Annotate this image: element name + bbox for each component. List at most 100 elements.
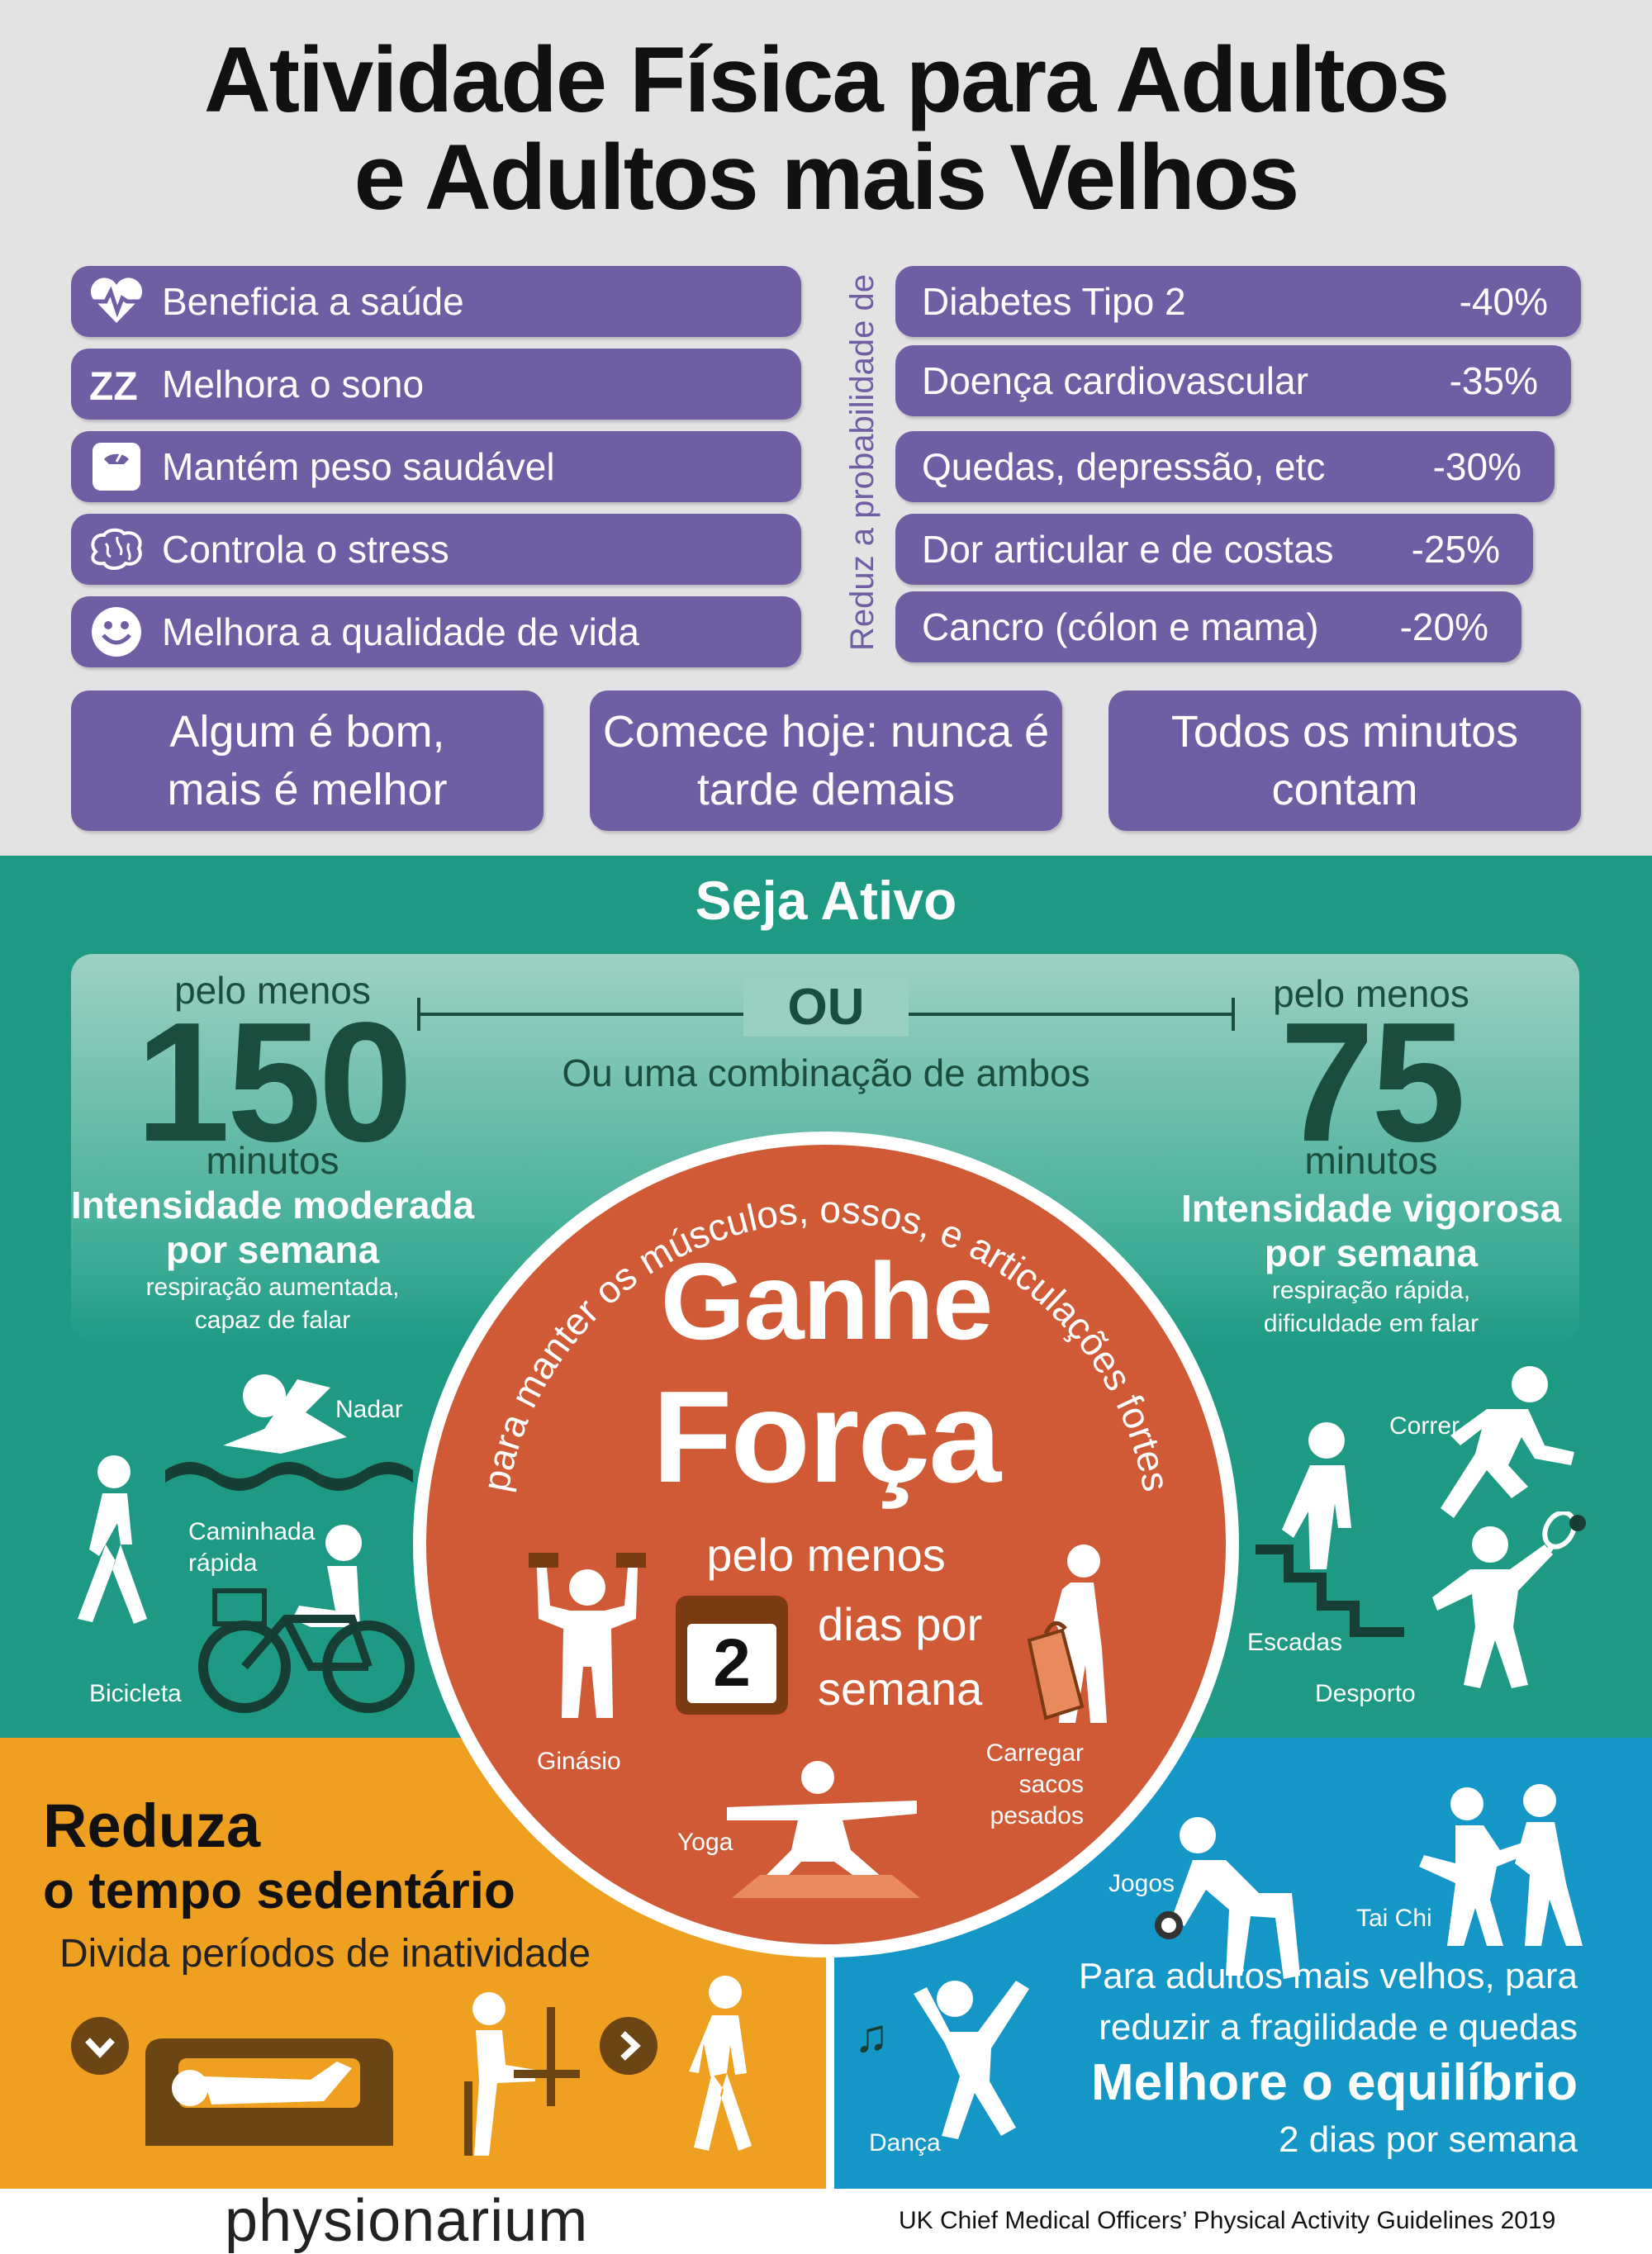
risk-label: Quedas, depressão, etc xyxy=(922,445,1326,488)
couch-lying-icon xyxy=(145,2038,393,2146)
strength-days-line-1: dias por xyxy=(818,1598,983,1650)
title-line-1: Atividade Física para Adultos xyxy=(203,28,1450,131)
moderate-per-week: por semana xyxy=(165,1228,380,1271)
brisk-walk-label: Caminhada rápida xyxy=(188,1516,315,1579)
message-line: tarde demais xyxy=(696,765,956,814)
risk-label: Doença cardiovascular xyxy=(922,359,1308,402)
risk-value: -35% xyxy=(1449,359,1538,402)
sedentary-title-2: o tempo sedentário xyxy=(43,1863,515,1919)
bicycle-icon xyxy=(198,1525,415,1713)
strength-at-least: pelo menos xyxy=(706,1529,946,1581)
brisk-walk-line-2: rápida xyxy=(188,1549,258,1577)
risk-value: -25% xyxy=(1411,528,1500,571)
benefit-item: Mantém peso saudável xyxy=(71,431,801,502)
vigorous-desc-2: dificuldade em falar xyxy=(1263,1310,1479,1337)
risk-item: Diabetes Tipo 2 -40% xyxy=(895,266,1581,337)
risk-value: -30% xyxy=(1432,445,1521,488)
vigorous-at-least: pelo menos xyxy=(1273,972,1469,1015)
benefit-item: Melhora a qualidade de vida xyxy=(71,596,801,667)
risk-item: Dor articular e de costas -25% xyxy=(895,514,1533,585)
strength-days-line-2: semana xyxy=(818,1663,983,1715)
gym-dumbbell-icon xyxy=(529,1553,646,1718)
brain-icon xyxy=(71,527,162,572)
risk-item: Quedas, depressão, etc -30% xyxy=(895,431,1555,502)
tai-chi-label: Tai Chi xyxy=(1356,1905,1432,1932)
balance-days: 2 dias por semana xyxy=(1279,2119,1578,2160)
smiley-face-icon xyxy=(71,605,162,658)
footer-source: UK Chief Medical Officers’ Physical Acti… xyxy=(899,2207,1556,2234)
moderate-desc-1: respiração aumentada, xyxy=(145,1274,400,1301)
moderate-at-least: pelo menos xyxy=(174,969,371,1012)
page-title: Atividade Física para Adultos e Adultos … xyxy=(0,31,1652,226)
bicycle-label: Bicicleta xyxy=(89,1680,182,1707)
carrying-bags-icon xyxy=(1027,1545,1107,1723)
footer-bar xyxy=(0,2189,1652,2254)
balance-text-1: Para adultos mais velhos, para xyxy=(1078,1956,1578,1996)
balance-text-2: reduzir a fragilidade e quedas xyxy=(1099,2007,1578,2048)
message-line: Algum é bom, xyxy=(169,707,445,757)
heart-pulse-icon xyxy=(71,277,162,326)
risk-label: Cancro (cólon e mama) xyxy=(922,605,1319,648)
carry-bags-label: Carregar sacos pesados xyxy=(938,1738,1084,1832)
sedentary-subtitle: Divida períodos de inatividade xyxy=(59,1932,591,1976)
message-line: Comece hoje: nunca é xyxy=(602,707,1050,757)
benefit-item: Beneficia a saúde xyxy=(71,266,801,337)
title-line-2: e Adultos mais Velhos xyxy=(354,126,1300,229)
music-note-icon: ♫ xyxy=(854,2010,889,2062)
message-box: Todos os minutos contam xyxy=(1108,690,1581,831)
risk-label: Diabetes Tipo 2 xyxy=(922,280,1186,323)
calendar-icon: 2 xyxy=(676,1596,788,1715)
moderate-minutes-number: 150 xyxy=(135,987,413,1177)
vigorous-desc-1: respiração rápida, xyxy=(1271,1277,1471,1304)
standing-walking-icon xyxy=(689,1976,752,2151)
strength-title-1: Ganhe xyxy=(660,1241,994,1362)
tennis-icon xyxy=(1432,1511,1586,1688)
risk-label: Dor articular e de costas xyxy=(922,528,1334,571)
chevron-right-icon xyxy=(600,2017,657,2075)
yoga-icon xyxy=(727,1761,920,1898)
stairs-icon xyxy=(1256,1422,1404,1637)
benefit-label: Mantém peso saudável xyxy=(162,445,555,488)
dancing-icon xyxy=(914,1981,1029,2139)
balance-title: Melhore o equilíbrio xyxy=(1090,2054,1578,2111)
swimming-icon xyxy=(165,1374,413,1491)
vigorous-intensity-label: Intensidade vigorosa xyxy=(1180,1187,1562,1230)
combination-label: Ou uma combinação de ambos xyxy=(562,1051,1090,1094)
vigorous-per-week: por semana xyxy=(1264,1231,1479,1274)
benefit-label: Beneficia a saúde xyxy=(162,280,464,323)
ball-icon xyxy=(1155,1911,1183,1939)
risk-value: -20% xyxy=(1399,605,1488,648)
carry-bags-line-1: Carregar sacos xyxy=(985,1739,1084,1798)
weighing-scale-icon xyxy=(71,441,162,492)
or-connector-cap-right xyxy=(1232,998,1235,1031)
benefit-item: ZZ Melhora o sono xyxy=(71,349,801,420)
brisk-walk-line-1: Caminhada xyxy=(188,1518,316,1545)
benefit-label: Controla o stress xyxy=(162,528,449,571)
or-connector-cap-left xyxy=(417,998,420,1031)
risk-value: -40% xyxy=(1459,280,1548,323)
brand-logo: physionarium xyxy=(225,2188,589,2254)
benefit-item: Controla o stress xyxy=(71,514,801,585)
yoga-label: Yoga xyxy=(677,1829,733,1856)
running-icon xyxy=(1441,1366,1574,1518)
sitting-desk-icon xyxy=(464,1992,580,2156)
message-line: Todos os minutos xyxy=(1170,707,1519,757)
risk-item: Cancro (cólon e mama) -20% xyxy=(895,591,1521,662)
benefit-label: Melhora a qualidade de vida xyxy=(162,610,639,653)
strength-title-2: Força xyxy=(652,1364,1001,1510)
walking-icon xyxy=(78,1455,147,1624)
chevron-down-icon xyxy=(71,2017,129,2075)
benefit-label: Melhora o sono xyxy=(162,363,425,406)
gym-label: Ginásio xyxy=(537,1748,621,1775)
svg-text:ZZ: ZZ xyxy=(89,365,138,405)
message-line: contam xyxy=(1271,765,1418,814)
swim-label: Nadar xyxy=(335,1396,403,1423)
message-box: Algum é bom, mais é melhor xyxy=(71,690,544,831)
strength-arc-text: para manter os músculos, ossos, e articu… xyxy=(474,1188,1179,1495)
stairs-label: Escadas xyxy=(1247,1629,1343,1656)
sleep-zz-icon: ZZ xyxy=(71,363,162,405)
message-line: mais é melhor xyxy=(167,765,448,814)
moderate-intensity-label: Intensidade moderada xyxy=(70,1184,475,1227)
vigorous-minutes-unit: minutos xyxy=(1304,1139,1438,1182)
risk-item: Doença cardiovascular -35% xyxy=(895,345,1571,416)
